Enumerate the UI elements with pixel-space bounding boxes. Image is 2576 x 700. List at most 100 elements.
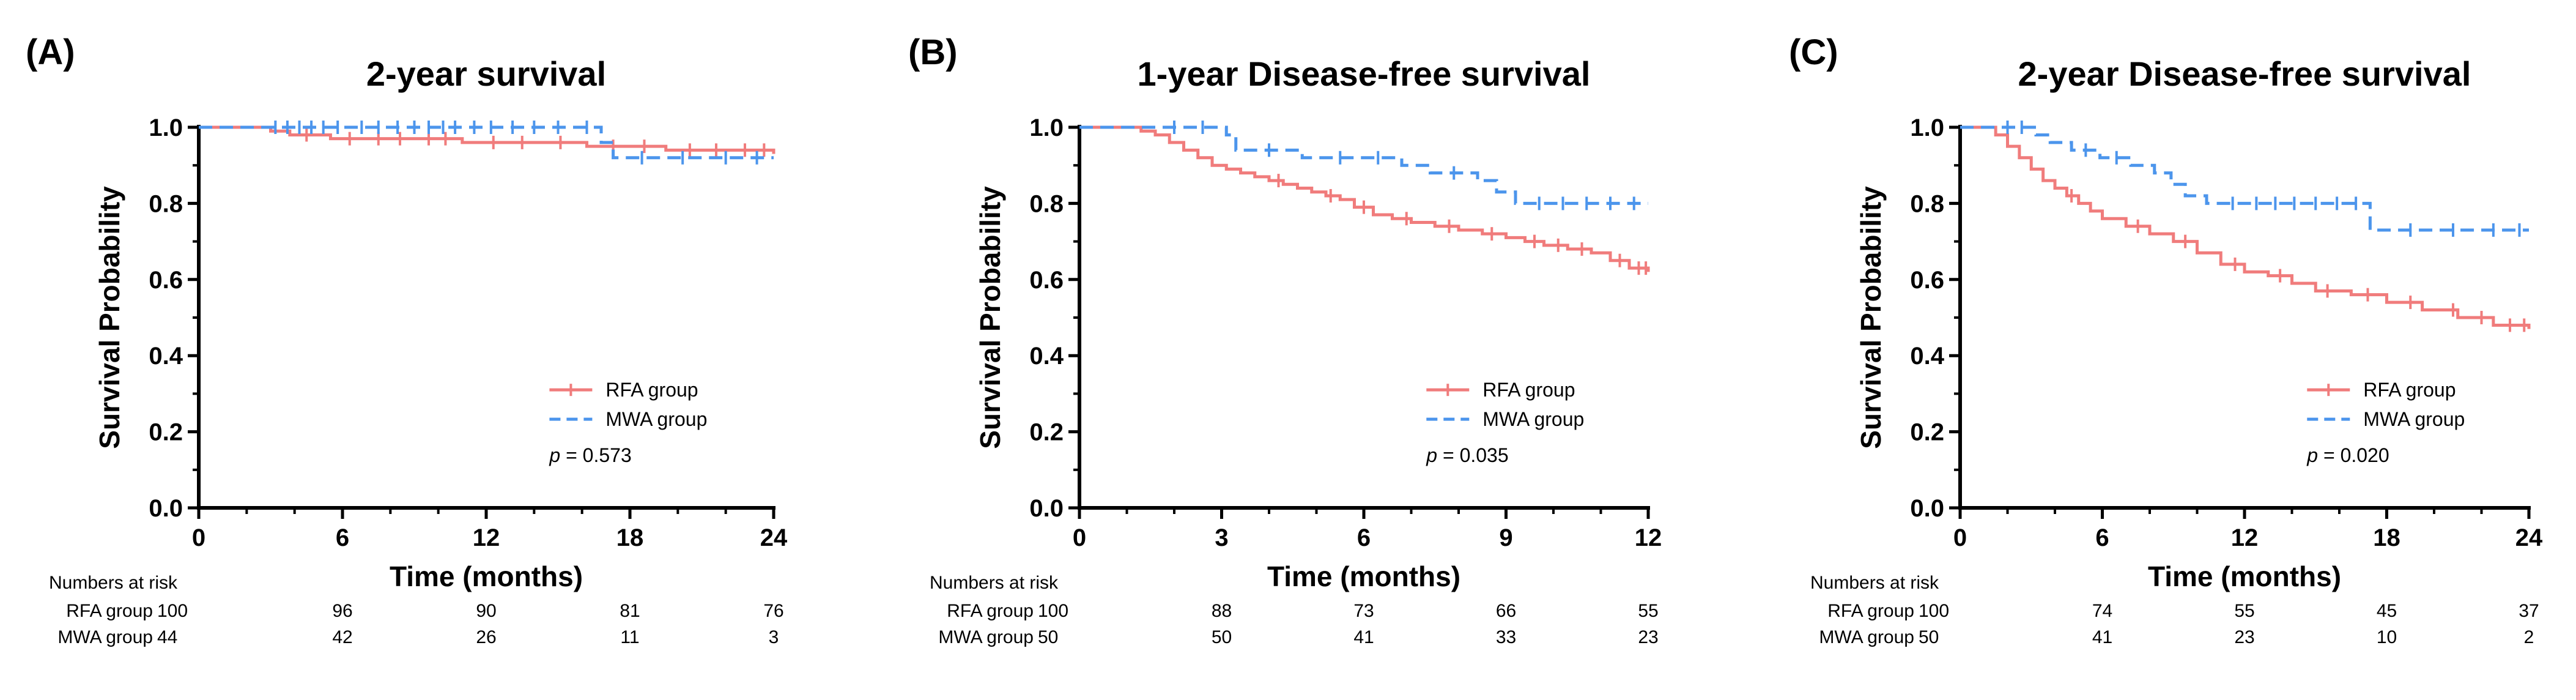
y-tick-label: 1.0 [1029,114,1064,141]
x-axis-title: Time (months) [2148,560,2341,592]
risk-value: 23 [2234,627,2254,647]
x-tick-label: 6 [2095,524,2109,551]
legend-label: MWA group [1482,408,1584,430]
risk-value: 66 [1496,601,1516,621]
risk-value: 3 [769,627,779,647]
x-tick-label: 18 [2373,524,2400,551]
y-tick-label: 0.6 [149,267,183,294]
legend-label: MWA group [2363,408,2465,430]
risk-value: 50 [1919,627,1939,647]
risk-row-label: RFA group [947,601,1034,621]
y-tick-label: 0.4 [149,343,183,370]
legend-label: RFA group [1482,379,1575,401]
risk-value: 55 [2234,601,2254,621]
risk-value: 45 [2377,601,2397,621]
risk-value: 2 [2524,627,2534,647]
risk-value: 88 [1212,601,1232,621]
chart-title: 2-year survival [366,54,606,93]
p-value-prefix: p [549,444,560,466]
chart-panel-3: (C) 2-year Disease-free survival 0.0 0.2 0.4… [1789,32,2543,647]
y-tick-label: 0.8 [149,190,183,217]
p-value-number: = 0.035 [1437,444,1509,466]
x-axis-title: Time (months) [390,560,583,592]
x-tick-label: 12 [473,524,500,551]
risk-table-heading: Numbers at risk [1810,573,1939,593]
chart-panel-1: (A) 2-year survival 0.0 0.2 0.4 0.6 0.8 1.0 0 6 12… [26,32,788,647]
risk-value: 76 [763,601,783,621]
risk-value: 37 [2519,601,2539,621]
x-tick-label: 9 [1499,524,1512,551]
y-tick-label: 1.0 [1910,114,1944,141]
p-value: p = 0.573 [549,444,631,466]
risk-value: 23 [1638,627,1658,647]
risk-row-label: MWA group [1819,627,1914,647]
risk-value: 11 [620,627,639,647]
risk-row-label: RFA group [66,601,153,621]
risk-value: 50 [1212,627,1232,647]
y-tick-label: 0.4 [1910,343,1944,370]
risk-value: 100 [1038,601,1068,621]
risk-value: 81 [620,601,640,621]
chart-panel-2: (B) 1-year Disease-free survival 0.0 0.2 0.4… [908,32,1662,647]
x-tick-label: 0 [192,524,205,551]
y-tick-label: 0.6 [1910,267,1944,294]
p-value: p = 0.035 [1426,444,1508,466]
p-value-number: = 0.020 [2318,444,2389,466]
panel-label: (A) [26,32,75,72]
risk-value: 74 [2092,601,2112,621]
x-tick-label: 0 [1073,524,1086,551]
risk-value: 41 [2092,627,2112,647]
y-tick-label: 0.8 [1029,190,1064,217]
x-tick-label: 6 [336,524,349,551]
risk-row-label: MWA group [938,627,1034,647]
y-tick-label: 0.6 [1029,267,1064,294]
series-line-mwa [1079,125,1648,205]
x-tick-label: 0 [1953,524,1967,551]
p-value-prefix: p [1426,444,1437,466]
risk-value: 55 [1638,601,1658,621]
risk-value: 50 [1038,627,1058,647]
x-tick-label: 6 [1357,524,1371,551]
panel-label: (B) [908,32,958,72]
y-tick-label: 0.2 [1029,419,1064,446]
p-value-number: = 0.573 [560,444,632,466]
risk-table-heading: Numbers at risk [49,573,178,593]
y-tick-label: 0.2 [149,419,183,446]
risk-value: 90 [476,601,496,621]
p-value-prefix: p [2306,444,2318,466]
risk-value: 10 [2377,627,2397,647]
risk-value: 26 [476,627,496,647]
risk-value: 41 [1353,627,1374,647]
y-axis-title: Survival Probability [1855,186,1887,449]
y-tick-label: 0.2 [1910,419,1944,446]
x-tick-label: 24 [2515,524,2543,551]
panel-label: (C) [1789,32,1838,72]
x-tick-label: 24 [760,524,788,551]
risk-value: 73 [1353,601,1374,621]
risk-value: 100 [157,601,188,621]
risk-value: 100 [1919,601,1949,621]
x-tick-label: 18 [616,524,644,551]
x-tick-label: 12 [1635,524,1662,551]
x-tick-label: 12 [2231,524,2259,551]
series-line-rfa [199,125,775,154]
y-tick-label: 1.0 [149,114,183,141]
y-tick-label: 0.0 [149,495,183,522]
risk-value: 42 [332,627,352,647]
series-line-rfa [1960,125,2531,329]
chart-title: 2-year Disease-free survival [2018,54,2471,93]
x-axis-title: Time (months) [1267,560,1460,592]
y-tick-label: 0.4 [1029,343,1064,370]
legend-label: RFA group [605,379,698,401]
series-line-rfa [1079,125,1650,272]
legend-label: MWA group [605,408,707,430]
p-value: p = 0.020 [2306,444,2389,466]
risk-table-heading: Numbers at risk [930,573,1059,593]
series-line-mwa [1960,125,2529,232]
y-tick-label: 0.8 [1910,190,1944,217]
y-tick-label: 0.0 [1910,495,1944,522]
y-tick-label: 0.0 [1029,495,1064,522]
risk-row-label: MWA group [57,627,153,647]
risk-value: 44 [157,627,177,647]
